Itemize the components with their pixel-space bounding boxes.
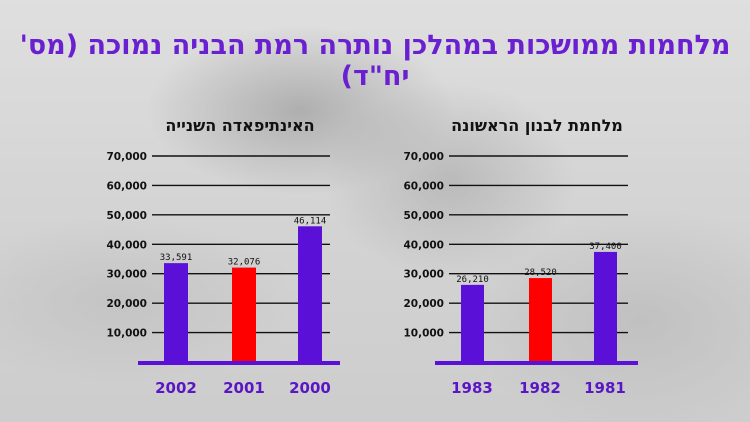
x-category-label: 2002: [155, 379, 197, 397]
y-tick-label: 20,000: [106, 298, 147, 310]
bar-1981: [594, 251, 617, 362]
data-label: 46,114: [294, 216, 327, 226]
page-title: מלחמות ממושכות במהלכן נותרה רמת הבניה נמ…: [19, 30, 731, 92]
x-category-label: 2000: [289, 379, 331, 397]
x-category-label: 2001: [223, 379, 265, 397]
x-category-label: 1983: [451, 379, 493, 397]
bar-2001: [232, 267, 256, 362]
bar-2000: [298, 226, 322, 362]
y-tick-label: 30,000: [106, 269, 147, 281]
y-tick-label: 40,000: [106, 239, 147, 251]
x-axis-baseline: [138, 361, 340, 365]
bar-1982: [529, 278, 552, 362]
y-tick-label: 10,000: [106, 328, 147, 340]
data-label: 37,400: [589, 242, 622, 252]
data-label: 32,076: [228, 258, 261, 268]
bar-1983: [461, 284, 484, 362]
data-label: 26,210: [456, 275, 489, 285]
y-tick-label: 20,000: [403, 298, 444, 310]
y-tick-label: 30,000: [403, 269, 444, 281]
y-tick-label: 10,000: [403, 328, 444, 340]
y-tick-label: 50,000: [403, 210, 444, 222]
y-tick-label: 70,000: [106, 151, 147, 163]
y-tick-label: 50,000: [106, 210, 147, 222]
data-label: 28,520: [524, 268, 557, 278]
chart-title: מלחמת לבנון הראשונה: [451, 116, 623, 135]
bar-2002: [164, 263, 188, 362]
y-tick-label: 60,000: [106, 180, 147, 192]
y-tick-label: 60,000: [403, 180, 444, 192]
x-category-label: 1981: [584, 379, 626, 397]
data-label: 33,591: [160, 253, 193, 263]
y-tick-label: 40,000: [403, 239, 444, 251]
chart-title: האינתיפאדה השנייה: [165, 116, 314, 135]
x-category-label: 1982: [519, 379, 561, 397]
x-axis-baseline: [435, 361, 638, 365]
y-tick-label: 70,000: [403, 151, 444, 163]
